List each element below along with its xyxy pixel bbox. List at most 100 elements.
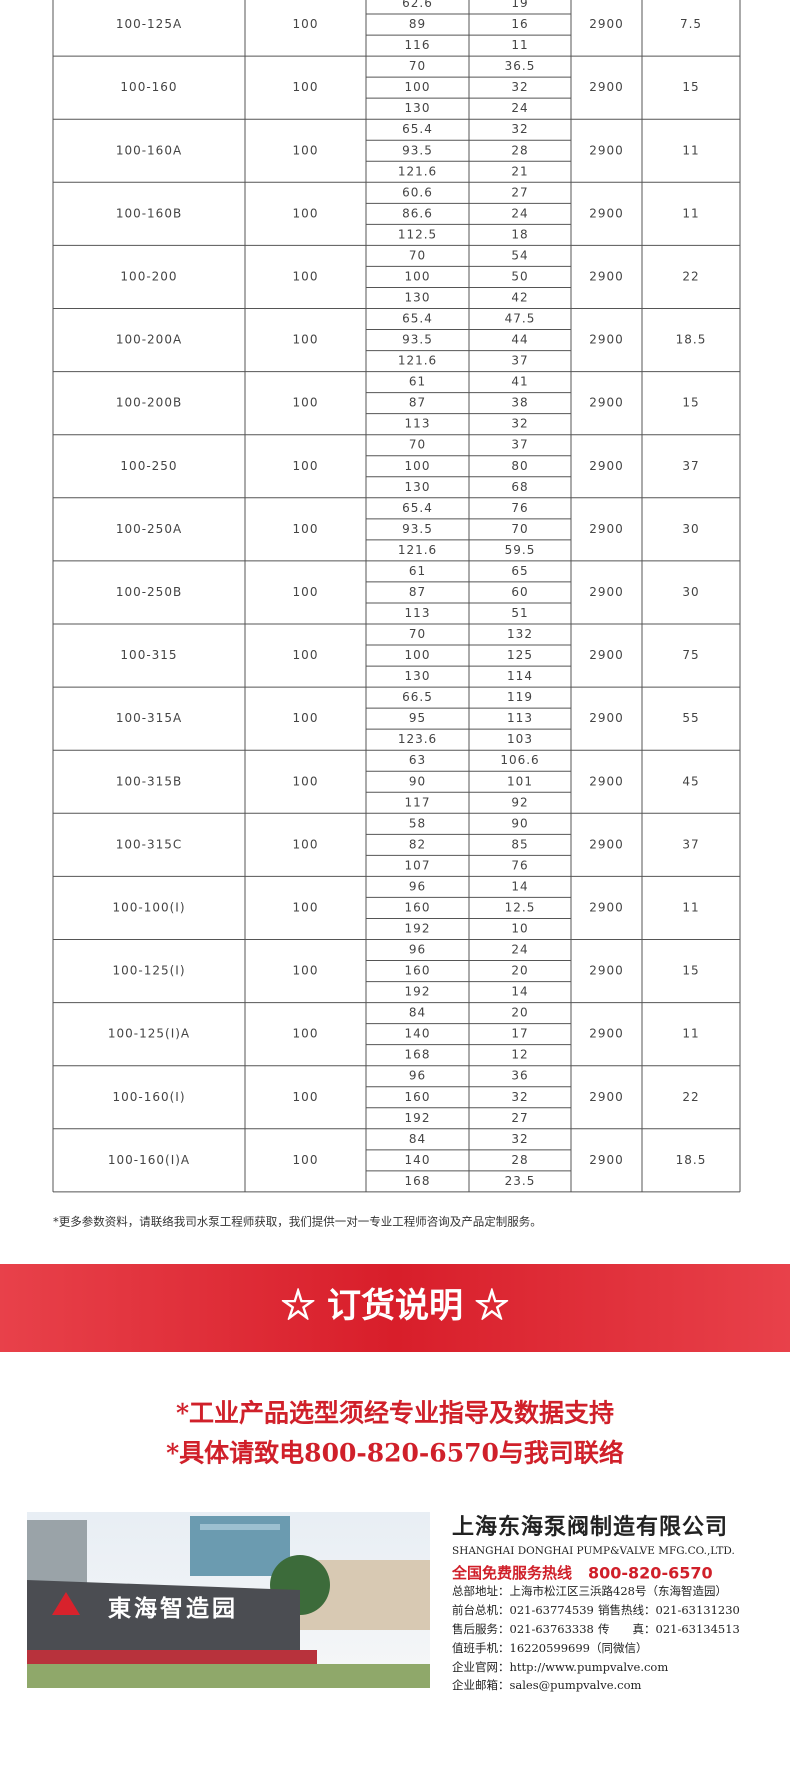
info-line: 传 真：021-63134513: [598, 1622, 740, 1636]
power: 11: [682, 206, 699, 220]
head: 106.6: [500, 753, 539, 767]
flow: 121.6: [398, 543, 437, 557]
flow: 60.6: [402, 185, 433, 199]
size: 100: [293, 269, 319, 283]
head: 90: [511, 816, 528, 830]
head: 32: [511, 80, 528, 94]
flow: 96: [409, 879, 426, 893]
head: 27: [511, 185, 528, 199]
flow: 130: [405, 101, 431, 115]
flow: 90: [409, 774, 426, 788]
power: 22: [682, 1090, 699, 1104]
flow: 93.5: [402, 333, 433, 347]
power: 15: [682, 396, 699, 410]
size: 100: [293, 1090, 319, 1104]
speed: 2900: [589, 80, 624, 94]
head: 51: [511, 606, 528, 620]
head: 41: [511, 375, 528, 389]
flow: 93.5: [402, 143, 433, 157]
head: 37: [511, 438, 528, 452]
speed: 2900: [589, 585, 624, 599]
model: 100-160A: [116, 143, 182, 157]
head: 12: [511, 1048, 528, 1062]
model: 100-315B: [116, 774, 182, 788]
flow: 168: [405, 1174, 431, 1188]
head: 18: [511, 227, 528, 241]
flow: 86.6: [402, 206, 433, 220]
head: 32: [511, 417, 528, 431]
speed: 2900: [589, 17, 624, 31]
head: 28: [511, 1153, 528, 1167]
speed: 2900: [589, 1153, 624, 1167]
head: 113: [507, 711, 533, 725]
info-line: 企业邮箱：sales@pumpvalve.com: [452, 1678, 642, 1692]
spec-table: 100-125A 100 62.6 89 116 19 16 11 2900 7.5 100-160…: [52, 0, 741, 1193]
flow: 121.6: [398, 164, 437, 178]
size: 100: [293, 17, 319, 31]
head: 20: [511, 1006, 528, 1020]
flow: 112.5: [398, 227, 437, 241]
flow: 192: [405, 985, 431, 999]
head: 103: [507, 732, 533, 746]
power: 7.5: [680, 17, 702, 31]
power: 22: [682, 269, 699, 283]
head: 92: [511, 795, 528, 809]
model: 100-315C: [116, 837, 183, 851]
size: 100: [293, 711, 319, 725]
head: 47.5: [505, 312, 536, 326]
flow: 140: [405, 1153, 431, 1167]
model: 100-125(I)A: [108, 1027, 190, 1041]
flow: 160: [405, 1090, 431, 1104]
speed: 2900: [589, 774, 624, 788]
company-info: 总部地址：上海市松江区三浜路428号（东海智造园） 前台总机：021-637745…: [452, 1584, 740, 1692]
head: 80: [511, 459, 528, 473]
info-line: 企业官网：http://www.pumpvalve.com: [452, 1660, 668, 1674]
head: 54: [511, 248, 528, 262]
head: 60: [511, 585, 528, 599]
head: 65: [511, 564, 528, 578]
hotline: 800-820-6570: [588, 1564, 713, 1583]
flow: 96: [409, 943, 426, 957]
head: 132: [507, 627, 533, 641]
banner-title: ☆ 订货说明 ☆: [281, 1286, 509, 1326]
info-line: 前台总机：021-63774539: [452, 1603, 594, 1617]
size: 100: [293, 964, 319, 978]
head: 24: [511, 206, 528, 220]
size: 100: [293, 522, 319, 536]
flow: 100: [405, 269, 431, 283]
flow: 192: [405, 1111, 431, 1125]
head: 23.5: [505, 1174, 536, 1188]
model: 100-160: [120, 80, 177, 94]
speed: 2900: [589, 900, 624, 914]
flow: 160: [405, 964, 431, 978]
flow: 70: [409, 248, 426, 262]
speed: 2900: [589, 206, 624, 220]
head: 36.5: [505, 59, 536, 73]
head: 44: [511, 333, 528, 347]
speed: 2900: [589, 1090, 624, 1104]
size: 100: [293, 900, 319, 914]
speed: 2900: [589, 711, 624, 725]
power: 37: [682, 837, 699, 851]
flow: 84: [409, 1006, 426, 1020]
model: 100-125A: [116, 17, 182, 31]
head: 17: [511, 1027, 528, 1041]
power: 18.5: [676, 333, 707, 347]
head: 28: [511, 143, 528, 157]
flow: 100: [405, 459, 431, 473]
info-line: 总部地址：上海市松江区三浜路428号（东海智造园）: [452, 1584, 727, 1598]
head: 38: [511, 396, 528, 410]
banner: [0, 1264, 790, 1352]
power: 11: [682, 1027, 699, 1041]
flow: 61: [409, 564, 426, 578]
head: 32: [511, 122, 528, 136]
flow: 107: [405, 858, 431, 872]
head: 14: [511, 879, 528, 893]
speed: 2900: [589, 143, 624, 157]
footnote: *更多参数资料，请联络我司水泵工程师获取，我们提供一对一专业工程师咨询及产品定制…: [53, 1215, 542, 1229]
flow: 130: [405, 480, 431, 494]
hotline-label: 全国免费服务热线: [451, 1564, 572, 1582]
head: 37: [511, 354, 528, 368]
power: 37: [682, 459, 699, 473]
speed: 2900: [589, 837, 624, 851]
